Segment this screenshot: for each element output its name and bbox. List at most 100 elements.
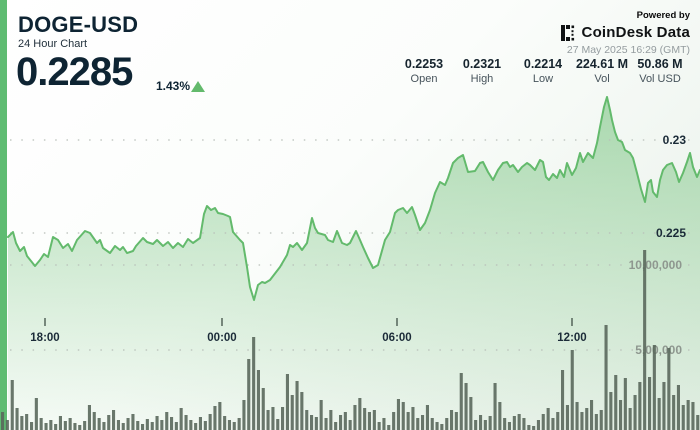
- volume-bar: [281, 407, 285, 430]
- stat-low-value: 0.2214: [523, 57, 563, 71]
- volume-bar: [203, 421, 207, 430]
- coindesk-brand-row[interactable]: CoinDesk Data: [560, 24, 690, 41]
- volume-bar: [165, 412, 169, 430]
- volume-bar: [459, 373, 463, 430]
- volume-bar: [527, 425, 531, 430]
- volume-bar: [648, 377, 652, 430]
- coindesk-logo-icon: [560, 24, 574, 41]
- volume-bar: [276, 419, 280, 430]
- volume-bar: [44, 423, 48, 430]
- volume-bar: [348, 420, 352, 430]
- volume-bar: [358, 398, 362, 430]
- volume-bar: [614, 375, 618, 430]
- volume-bar: [522, 418, 526, 430]
- volume-bar: [179, 408, 183, 430]
- volume-bar: [343, 412, 347, 430]
- volume-bar: [425, 405, 429, 430]
- left-accent-strip: [0, 0, 7, 430]
- volume-bar: [623, 378, 627, 430]
- volume-bar: [445, 418, 449, 430]
- volume-bar: [34, 398, 38, 430]
- stat-vol-usd-label: Vol USD: [639, 73, 681, 85]
- volume-bar: [382, 418, 386, 430]
- volume-bar: [20, 416, 24, 430]
- stat-open-label: Open: [410, 73, 438, 85]
- volume-bar: [30, 422, 34, 430]
- volume-bar: [604, 325, 608, 430]
- volume-bar: [174, 422, 178, 430]
- volume-bar: [87, 405, 91, 430]
- volume-bar: [411, 407, 415, 430]
- time-label: 18:00: [30, 332, 59, 344]
- volume-bar: [450, 410, 454, 430]
- volume-bar: [116, 420, 120, 430]
- volume-bar: [189, 420, 193, 430]
- volume-bar: [54, 424, 58, 430]
- volume-bar: [49, 420, 53, 430]
- volume-bar: [247, 359, 251, 430]
- volume-bar: [271, 407, 275, 430]
- volume-bar: [15, 408, 19, 430]
- volume-bar: [643, 250, 647, 430]
- volume-bar: [585, 408, 589, 430]
- volume-bar: [454, 412, 458, 430]
- volume-bar: [256, 370, 260, 430]
- price-line: [7, 96, 700, 301]
- time-label: 00:00: [207, 332, 236, 344]
- volume-bar: [536, 420, 540, 430]
- time-axis-labels: 18:00 00:00 06:00 12:00: [30, 332, 586, 344]
- price-axis-label: 0.23: [663, 133, 687, 147]
- volume-bar: [503, 418, 507, 430]
- volume-bar: [396, 399, 400, 430]
- volume-bar: [290, 395, 294, 430]
- volume-bar: [339, 415, 343, 430]
- volume-bar: [353, 405, 357, 430]
- volume-bar: [266, 410, 270, 430]
- volume-bar: [10, 380, 14, 430]
- volume-bar: [227, 420, 231, 430]
- stat-vol: 224.61 M Vol: [576, 57, 628, 85]
- volume-bar: [532, 426, 536, 430]
- volume-axis-label: 5,00,000: [635, 343, 682, 357]
- volume-bars: [1, 250, 700, 430]
- time-label: 06:00: [382, 332, 411, 344]
- volume-bar: [667, 348, 671, 430]
- volume-bar: [300, 392, 304, 430]
- volume-bar: [479, 415, 483, 430]
- volume-axis-label: 10,00,000: [629, 258, 683, 272]
- volume-bar: [92, 412, 96, 430]
- volume-bar: [78, 425, 82, 430]
- volume-bar: [126, 418, 130, 430]
- volume-bar: [334, 422, 338, 430]
- volume-bar: [546, 408, 550, 430]
- volume-bar: [464, 383, 468, 430]
- volume-bar: [261, 388, 265, 430]
- stat-low-label: Low: [532, 73, 554, 85]
- stat-high-label: High: [470, 73, 494, 85]
- volume-bar: [232, 422, 236, 430]
- powered-by-block: Powered by CoinDesk Data 27 May 2025 16:…: [560, 10, 690, 56]
- time-axis-ticks: [44, 318, 573, 326]
- volume-bar: [305, 410, 309, 430]
- volume-bar: [421, 415, 425, 430]
- volume-bar: [691, 402, 695, 430]
- volume-bar: [599, 410, 603, 430]
- volume-bar: [218, 402, 222, 430]
- volume-bar: [681, 405, 685, 430]
- volume-bar: [295, 381, 299, 430]
- volume-bar: [628, 408, 632, 430]
- volume-bar: [686, 400, 690, 430]
- stat-vol-usd: 50.86 M Vol USD: [637, 57, 682, 85]
- coindesk-brand-name: CoinDesk Data: [581, 24, 690, 41]
- price-area-fill: [8, 97, 700, 430]
- volume-bar: [324, 418, 328, 430]
- volume-bar: [194, 423, 198, 430]
- volume-bar: [5, 420, 9, 430]
- volume-bar: [551, 418, 555, 430]
- volume-bar: [198, 417, 202, 430]
- stat-vol-label: Vol: [594, 73, 610, 85]
- volume-bar: [435, 422, 439, 430]
- volume-bar: [440, 424, 444, 430]
- volume-bar: [416, 418, 420, 430]
